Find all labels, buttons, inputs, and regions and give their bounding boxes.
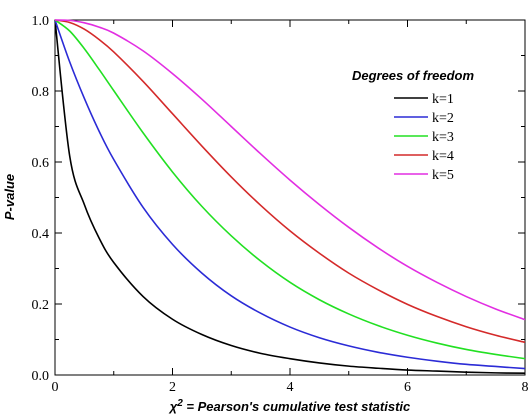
x-axis-title-superscript: 2 — [176, 398, 183, 409]
legend: Degrees of freedom k=1 k=2 k=3 k=4 k=5 — [352, 68, 475, 183]
legend-label-k4: k=4 — [432, 149, 454, 164]
series-line-k3 — [54, 19, 526, 360]
x-axis-title-symbol: χ — [168, 399, 178, 414]
y-axis-ticks: 0.0 0.2 0.4 0.6 0.8 1.0 — [32, 14, 525, 384]
series-lines — [54, 19, 526, 375]
x-axis-title: χ2 = Pearson's cumulative test statistic — [168, 398, 411, 414]
series-line-k4 — [54, 19, 526, 344]
series-line-k2 — [54, 19, 526, 370]
x-tick-label: 2 — [169, 380, 176, 395]
legend-label-k3: k=3 — [432, 130, 454, 145]
y-tick-label: 1.0 — [32, 14, 50, 29]
legend-label-k1: k=1 — [432, 92, 454, 107]
y-axis-title: P-value — [2, 174, 17, 220]
legend-label-k5: k=5 — [432, 168, 454, 183]
x-axis-title-rest: = Pearson's cumulative test statistic — [183, 399, 411, 414]
series-line-k1 — [54, 19, 526, 375]
legend-title: Degrees of freedom — [352, 68, 475, 83]
series-line-k5 — [54, 19, 526, 321]
y-tick-label: 0.8 — [32, 85, 50, 100]
y-tick-label: 0.2 — [32, 298, 50, 313]
legend-entries: k=1 k=2 k=3 k=4 k=5 — [394, 92, 454, 183]
x-tick-label: 0 — [52, 380, 59, 395]
y-tick-label: 0.4 — [32, 227, 50, 242]
x-axis-ticks: 0 2 4 6 8 — [52, 20, 529, 395]
y-tick-label: 0.0 — [32, 369, 50, 384]
y-tick-label: 0.6 — [32, 156, 50, 171]
legend-label-k2: k=2 — [432, 111, 454, 126]
x-tick-label: 8 — [522, 380, 529, 395]
x-tick-label: 6 — [404, 380, 411, 395]
x-tick-label: 4 — [287, 380, 294, 395]
